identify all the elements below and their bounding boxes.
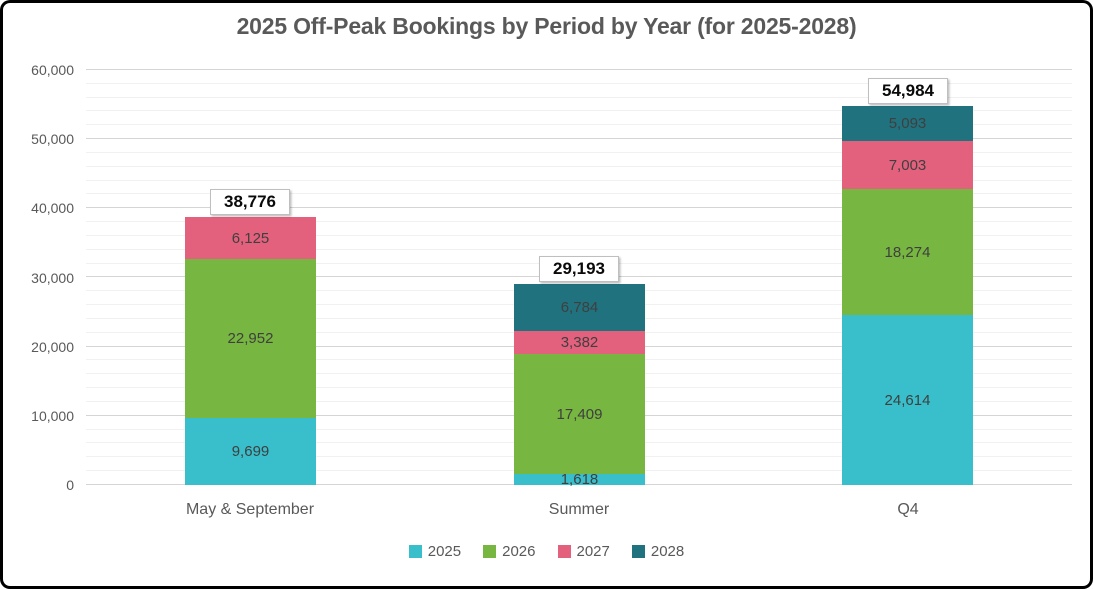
- minor-gridline: [86, 235, 1072, 236]
- chart-title: 2025 Off-Peak Bookings by Period by Year…: [236, 13, 857, 39]
- segment-value-label: 22,952: [227, 330, 274, 347]
- segment-value-label: 3,382: [560, 334, 599, 351]
- stacked-bar: 1,618 17,409 3,382 6,784: [514, 284, 645, 488]
- major-gridline: [86, 69, 1072, 70]
- legend-label: 2027: [576, 542, 610, 560]
- minor-gridline: [86, 193, 1072, 194]
- y-axis-tick-label: 50,000: [31, 131, 74, 148]
- legend-swatch-2025: [408, 544, 422, 558]
- segment-value-label: 5,093: [888, 115, 927, 132]
- y-axis-tick-label: 30,000: [31, 269, 74, 286]
- major-gridline: [86, 138, 1072, 139]
- x-category-label: Q4: [897, 501, 919, 518]
- legend-label: 2026: [502, 542, 536, 560]
- bar-segment-2027: 3,382: [514, 331, 645, 354]
- x-category-label: May & September: [185, 501, 315, 518]
- bar-segment-2026: 22,952: [185, 259, 316, 418]
- bar-segment-2028: 6,784: [514, 284, 645, 331]
- segment-value-label: 6,125: [231, 229, 270, 247]
- minor-gridline: [86, 180, 1072, 181]
- legend-label: 2028: [650, 542, 685, 560]
- bar-segment-2025: 9,699: [185, 418, 316, 485]
- legend-item: 2028: [631, 542, 685, 560]
- legend-item: 2027: [557, 542, 610, 560]
- major-gridline: [86, 207, 1072, 208]
- plot-area: 9,699 22,952 6,125 38,776 1,618 17,409 3,382 6,…: [86, 69, 1072, 488]
- segment-value-label: 24,614: [884, 391, 931, 409]
- bar-segment-2027: 6,125: [185, 217, 316, 259]
- y-axis-tick-label: 60,000: [31, 62, 74, 78]
- segment-value-label: 17,409: [556, 405, 603, 423]
- legend-swatch-2026: [483, 544, 497, 558]
- bar-segment-2027: 7,003: [842, 141, 973, 189]
- legend: 2025 2026 2027 2028: [0, 540, 1093, 562]
- stacked-bar: 24,614 18,274 7,003 5,093: [842, 106, 973, 485]
- segment-value-label: 18,274: [884, 243, 931, 261]
- y-axis-tick-label: 10,000: [31, 407, 74, 424]
- minor-gridline: [86, 124, 1072, 125]
- bar-segment-2028: 5,093: [842, 106, 973, 141]
- legend-label: 2025: [427, 542, 462, 560]
- segment-value-label: 6,784: [560, 299, 599, 316]
- bar-segment-2026: 17,409: [514, 354, 645, 474]
- segment-value-label: 1,618: [560, 471, 599, 488]
- legend-swatch-2028: [631, 544, 645, 558]
- y-axis-tick-label: 40,000: [31, 200, 74, 217]
- segment-value-label: 9,699: [231, 443, 270, 460]
- y-axis-tick-label: 20,000: [31, 338, 74, 355]
- legend-item: 2026: [483, 542, 536, 560]
- legend-item: 2025: [408, 542, 462, 560]
- bar-segment-2025: 1,618: [514, 471, 645, 488]
- total-value-label: 54,984: [868, 78, 948, 104]
- minor-gridline: [86, 249, 1072, 250]
- segment-value-label: 7,003: [888, 156, 927, 174]
- minor-gridline: [86, 166, 1072, 167]
- x-category-label: Summer: [548, 501, 610, 518]
- y-axis-tick-label: 0: [66, 477, 74, 493]
- minor-gridline: [86, 83, 1072, 84]
- minor-gridline: [86, 221, 1072, 222]
- stacked-bar: 9,699 22,952 6,125: [185, 217, 316, 485]
- minor-gridline: [86, 97, 1072, 98]
- minor-gridline: [86, 110, 1072, 111]
- legend-swatch-2027: [557, 544, 571, 558]
- total-value-label: 38,776: [210, 189, 290, 215]
- total-value-label: 29,193: [539, 256, 619, 282]
- minor-gridline: [86, 152, 1072, 153]
- bar-segment-2025: 24,614: [842, 315, 973, 485]
- bar-segment-2026: 18,274: [842, 189, 973, 315]
